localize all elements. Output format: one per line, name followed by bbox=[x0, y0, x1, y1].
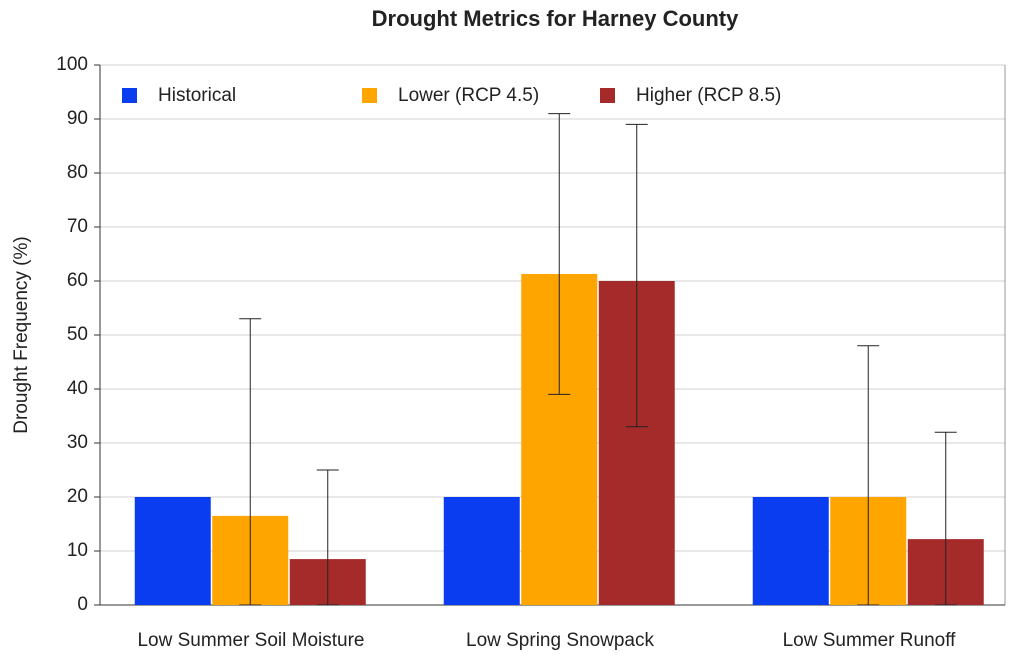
bar bbox=[752, 497, 829, 605]
legend-swatch bbox=[122, 88, 137, 103]
x-tick-label: Low Summer Soil Moisture bbox=[137, 630, 364, 651]
y-tick-label: 10 bbox=[67, 540, 88, 561]
y-tick-label: 100 bbox=[56, 54, 88, 75]
x-tick-label: Low Summer Runoff bbox=[783, 630, 957, 651]
y-axis-label: Drought Frequency (%) bbox=[11, 236, 32, 433]
y-tick-label: 90 bbox=[67, 108, 88, 129]
y-tick-label: 0 bbox=[77, 594, 88, 615]
y-tick-label: 50 bbox=[67, 324, 88, 345]
legend-label: Higher (RCP 8.5) bbox=[636, 85, 781, 106]
legend-label: Lower (RCP 4.5) bbox=[398, 85, 539, 106]
legend-label: Historical bbox=[158, 85, 236, 106]
x-tick-label: Low Spring Snowpack bbox=[466, 630, 654, 651]
y-tick-label: 70 bbox=[67, 216, 88, 237]
bar bbox=[443, 497, 520, 605]
y-tick-label: 30 bbox=[67, 432, 88, 453]
y-tick-label: 80 bbox=[67, 162, 88, 183]
chart-title: Drought Metrics for Harney County bbox=[372, 6, 739, 31]
y-tick-label: 60 bbox=[67, 270, 88, 291]
y-tick-label: 40 bbox=[67, 378, 88, 399]
bar bbox=[134, 497, 211, 605]
legend-swatch bbox=[600, 88, 615, 103]
y-tick-label: 20 bbox=[67, 486, 88, 507]
legend-swatch bbox=[362, 88, 377, 103]
